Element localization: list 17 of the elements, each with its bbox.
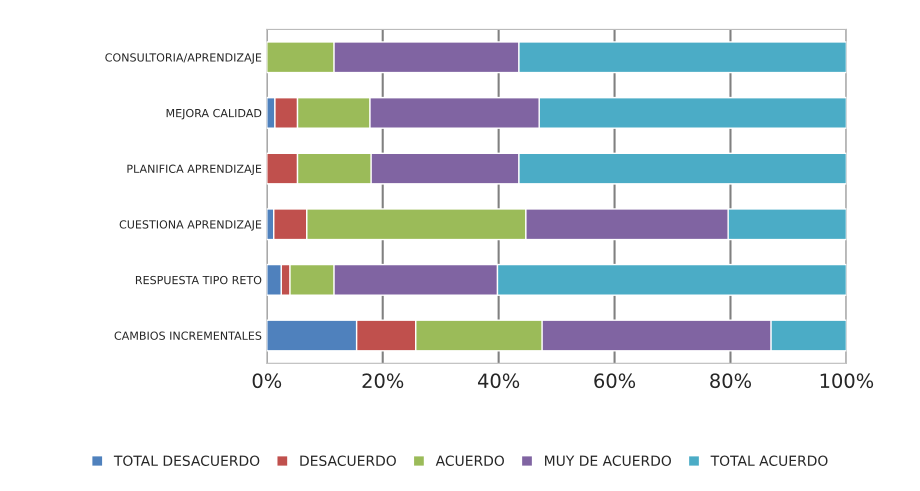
y-tick-label: MEJORA CALIDAD — [166, 108, 262, 120]
legend-label: DESACUERDO — [300, 455, 396, 466]
y-tick-label: CAMBIOS INCREMENTALES — [114, 331, 262, 340]
x-tick-label: 20% — [362, 373, 404, 388]
x-tick-label: 100% — [820, 373, 874, 388]
y-tick-label: CUESTIONA APRENDIZAJE — [120, 220, 262, 231]
y-tick-label: PLANIFICA APRENDIZAJE — [127, 164, 262, 176]
x-tick-label: 80% — [710, 373, 752, 388]
legend-label: TOTAL DESACUERDO — [114, 455, 260, 466]
x-tick-label: 0% — [252, 373, 282, 388]
x-tick-label: 60% — [594, 373, 636, 388]
x-tick-label: 40% — [478, 373, 520, 388]
legend-label: TOTAL ACUERDO — [710, 455, 828, 466]
y-tick-label: CONSULTORIA/APRENDIZAJE — [105, 53, 262, 64]
legend-label: ACUERDO — [436, 455, 504, 466]
legend-label: MUY DE ACUERDO — [545, 455, 671, 466]
y-tick-label: RESPUESTA TIPO RETO — [136, 276, 262, 284]
